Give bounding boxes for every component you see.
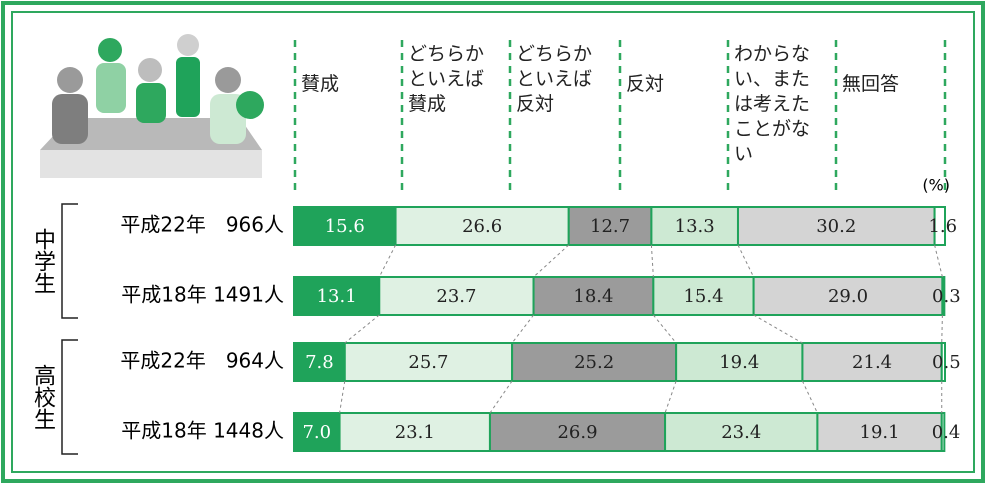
connector xyxy=(738,245,754,277)
connector xyxy=(512,315,533,343)
legend-label: 無回答 xyxy=(842,72,922,97)
legend-label: どちらかといえば賛成 xyxy=(408,42,490,117)
value-label: 23.7 xyxy=(436,286,476,307)
connector xyxy=(935,245,943,277)
value-label: 0.5 xyxy=(932,352,961,373)
legend-label: 賛成 xyxy=(301,72,383,97)
connector xyxy=(379,245,395,277)
connector xyxy=(653,315,676,343)
value-label: 1.6 xyxy=(928,216,957,237)
connector xyxy=(942,315,943,343)
illustration xyxy=(40,34,264,178)
group-label: 中学生 xyxy=(30,228,55,294)
legend-label: 反対 xyxy=(626,72,708,97)
category-label: 平成18年 1448人 xyxy=(121,419,284,443)
value-label: 23.4 xyxy=(721,422,761,443)
value-label: 15.6 xyxy=(325,216,365,237)
value-label: 25.7 xyxy=(408,352,448,373)
connector xyxy=(802,381,817,413)
value-label: 19.4 xyxy=(719,352,759,373)
category-label: 平成22年 964人 xyxy=(120,349,284,373)
group-bracket xyxy=(62,204,78,318)
group-label: 高校生 xyxy=(30,364,56,430)
page: (%) 中学生 平成22年 966人平成18年 1491人高校生 平成22年 964人… xyxy=(0,0,986,484)
value-label: 13.1 xyxy=(317,286,357,307)
value-label: 12.7 xyxy=(590,216,630,237)
value-label: 19.1 xyxy=(860,422,900,443)
value-label: 0.4 xyxy=(932,422,961,443)
value-label: 30.2 xyxy=(816,216,856,237)
value-label: 23.1 xyxy=(395,422,435,443)
value-label: 7.8 xyxy=(305,352,334,373)
connector xyxy=(754,315,803,343)
value-label: 26.6 xyxy=(462,216,502,237)
connector xyxy=(490,381,512,413)
connector xyxy=(340,381,345,413)
value-label: 13.3 xyxy=(675,216,715,237)
value-label: 15.4 xyxy=(683,286,723,307)
connector xyxy=(665,381,676,413)
legend-label: わからない、または考えたことがない xyxy=(734,42,816,167)
value-label: 0.3 xyxy=(932,286,961,307)
value-label: 7.0 xyxy=(302,422,331,443)
connector xyxy=(345,315,380,343)
value-label: 21.4 xyxy=(852,352,892,373)
connector xyxy=(534,245,569,277)
connector xyxy=(651,245,653,277)
value-label: 18.4 xyxy=(573,286,613,307)
category-label: 平成22年 966人 xyxy=(120,213,284,237)
value-label: 25.2 xyxy=(574,352,614,373)
value-label: 26.9 xyxy=(557,422,597,443)
category-label: 平成18年 1491人 xyxy=(121,283,284,307)
legend-label: どちらかといえば反対 xyxy=(516,42,598,117)
value-label: 29.0 xyxy=(828,286,868,307)
unit-label: (%) xyxy=(922,176,950,195)
group-bracket xyxy=(62,340,78,454)
chart: (%) 中学生 平成22年 966人平成18年 1491人高校生 平成22年 964人… xyxy=(0,0,986,484)
